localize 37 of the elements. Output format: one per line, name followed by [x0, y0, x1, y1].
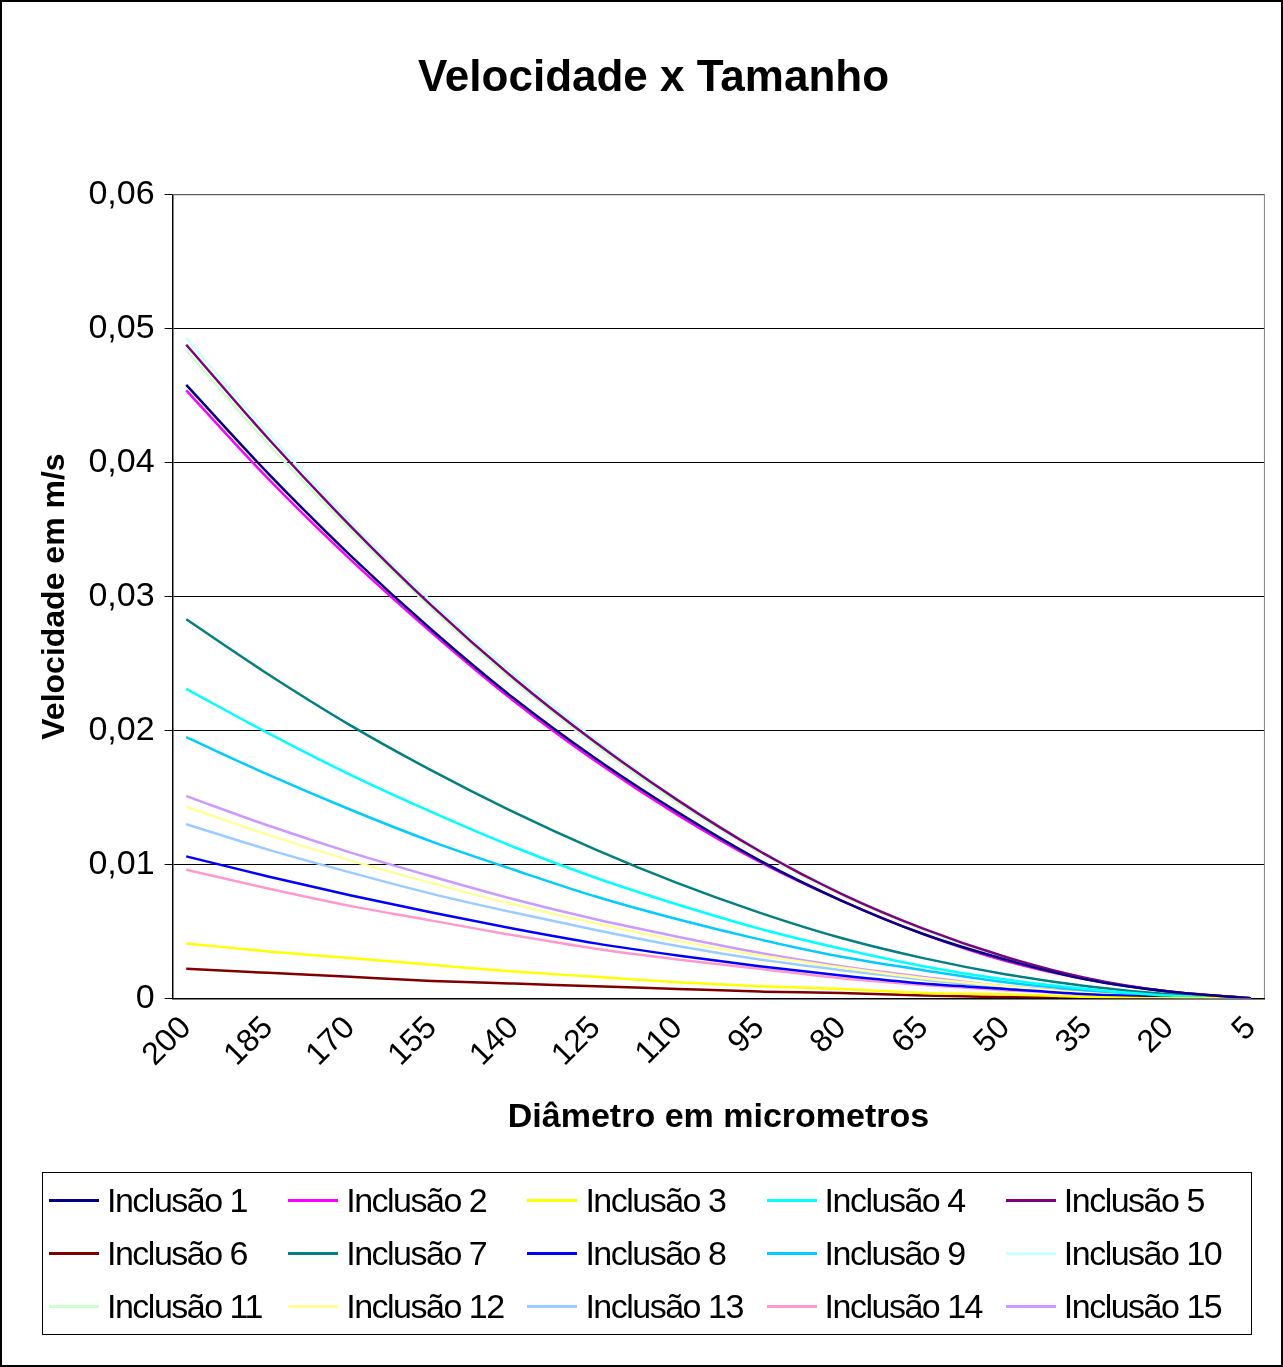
legend-label: Inclusão 5	[1063, 1181, 1204, 1220]
chart-title: Velocidade x Tamanho	[417, 50, 890, 100]
legend-label: Inclusão 9	[824, 1234, 965, 1273]
y-tick-label: 0,04	[88, 441, 155, 480]
y-tick-label: 0,05	[88, 307, 155, 346]
x-tick-label: 5	[1223, 1008, 1262, 1047]
legend-label: Inclusão 4	[824, 1181, 965, 1220]
x-tick-label: 170	[297, 1008, 362, 1072]
y-tick-label: 0,02	[88, 708, 155, 747]
legend-label: Inclusão 12	[346, 1287, 504, 1326]
legend-label: Inclusão 6	[107, 1234, 247, 1273]
x-tick-label: 125	[543, 1008, 607, 1072]
y-axis-title: Velocidade em m/s	[35, 453, 72, 740]
y-tick-label: 0,01	[88, 842, 155, 881]
x-tick-label: 185	[216, 1008, 280, 1072]
x-tick-label: 20	[1129, 1008, 1181, 1060]
x-tick-label: 50	[965, 1008, 1017, 1060]
legend-label: Inclusão 11	[107, 1287, 262, 1326]
x-tick-label: 140	[461, 1008, 525, 1072]
x-tick-label: 95	[720, 1008, 771, 1060]
legend-label: Inclusão 3	[585, 1181, 726, 1220]
x-tick-label: 35	[1047, 1008, 1099, 1060]
x-tick-label: 80	[801, 1008, 853, 1060]
legend-label: Inclusão 13	[585, 1287, 743, 1326]
legend-label: Inclusão 2	[346, 1181, 487, 1220]
y-tick-label: 0,06	[88, 173, 155, 212]
x-tick-label: 65	[883, 1008, 935, 1060]
x-axis-title: Diâmetro em micrometros	[507, 1095, 930, 1134]
x-tick-label: 110	[627, 1008, 689, 1071]
legend-label: Inclusão 8	[585, 1234, 726, 1273]
x-tick-label: 155	[379, 1008, 444, 1072]
legend-label: Inclusão 10	[1063, 1234, 1222, 1273]
legend-label: Inclusão 15	[1063, 1287, 1222, 1326]
legend-label: Inclusão 7	[346, 1234, 487, 1273]
legend-label: Inclusão 14	[824, 1287, 982, 1326]
y-tick-label: 0,03	[88, 574, 155, 613]
legend-label: Inclusão 1	[107, 1181, 247, 1220]
